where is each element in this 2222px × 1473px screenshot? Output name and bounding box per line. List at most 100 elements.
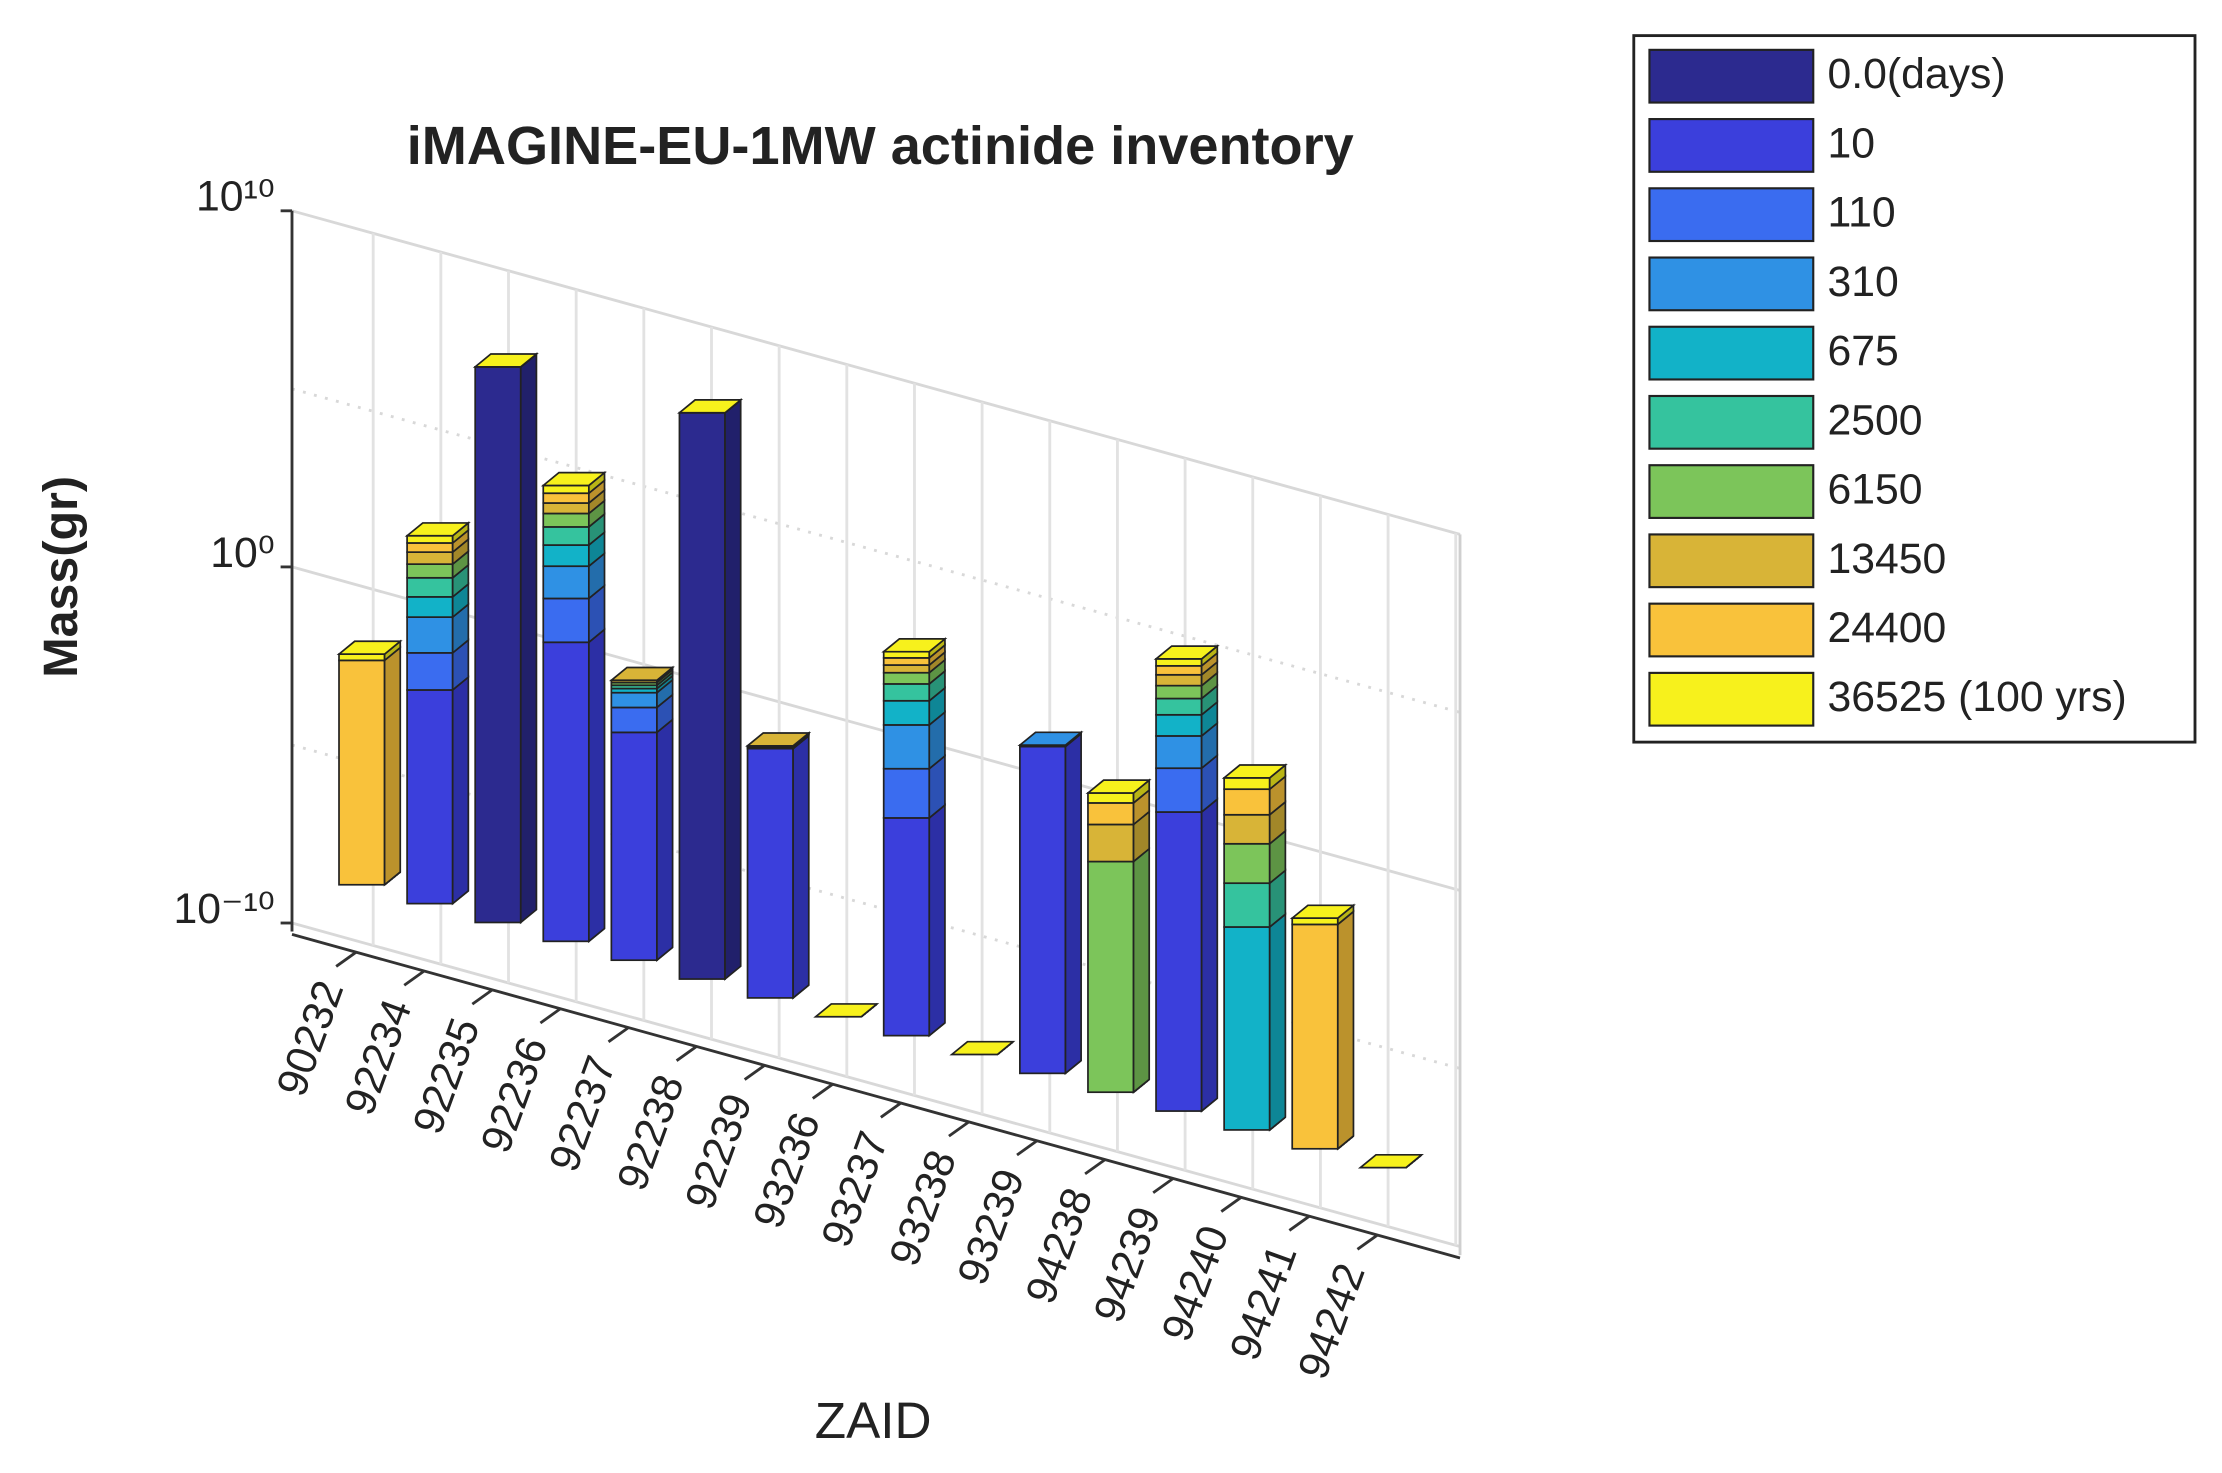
bar-top: [1153, 645, 1220, 660]
minor-grid-line: [291, 387, 1461, 714]
bar-top: [1017, 731, 1084, 746]
bar-top: [404, 522, 471, 537]
legend-label: 310: [1828, 258, 1899, 306]
bar-segment: [1155, 735, 1203, 770]
bar-segment-side: [1200, 797, 1219, 1113]
bar-segment: [882, 664, 931, 674]
x-tick-label: 90232: [268, 974, 354, 1102]
x-tick-label: 94241: [1221, 1238, 1307, 1366]
bar-segment: [1223, 788, 1271, 816]
x-tick: [471, 988, 494, 1006]
x-tick: [335, 951, 357, 968]
bar-segment: [1155, 664, 1203, 676]
bar-segment: [1291, 923, 1339, 1150]
bar-segment: [1223, 813, 1271, 845]
legend-swatch: [1648, 464, 1815, 519]
bar-segment-side: [519, 352, 538, 925]
bar-stack: [540, 470, 607, 944]
bar-top: [472, 353, 539, 368]
x-axis-title: ZAID: [815, 1392, 932, 1449]
legend-label: 24400: [1828, 604, 1947, 652]
bar-segment: [542, 597, 590, 644]
bar-stack: [1221, 763, 1288, 1132]
chart-title: iMAGINE-EU-1MW actinide inventory: [407, 116, 1354, 176]
x-tick: [1016, 1139, 1038, 1157]
legend-swatch: [1648, 671, 1815, 727]
x-tick: [539, 1007, 562, 1025]
bar-segment: [542, 484, 590, 495]
bar-top: [540, 471, 607, 487]
bar-segment: [1223, 926, 1271, 1131]
bar-segment: [1223, 882, 1271, 928]
bar-segment: [1155, 673, 1203, 687]
legend-label: 10: [1828, 119, 1876, 167]
legend-label: 110: [1828, 189, 1896, 237]
bar-segment-side: [724, 398, 742, 981]
bar-stack: [404, 521, 471, 906]
bar-segment: [542, 502, 590, 515]
bar-segment: [882, 699, 931, 726]
bar-segment: [406, 689, 454, 905]
bar-top: [677, 399, 744, 414]
bar-top: [745, 732, 812, 747]
bar-segment: [542, 544, 590, 568]
bar-segment: [406, 534, 454, 544]
bar-segment: [1155, 658, 1203, 667]
minor-grid-line: [291, 743, 1461, 1070]
bar-segment: [1155, 767, 1203, 813]
x-tick: [1220, 1196, 1243, 1213]
bar-segment: [406, 576, 454, 598]
x-tick-label: 93236: [744, 1106, 830, 1234]
bar-segment: [406, 563, 454, 579]
bar-stack: [1357, 1153, 1424, 1169]
bar-segment: [678, 411, 726, 980]
y-tick-label: 10⁰: [210, 529, 275, 577]
legend-label: 675: [1828, 327, 1899, 375]
bar-top: [1357, 1153, 1424, 1169]
x-tick-label: 92235: [404, 1012, 490, 1140]
x-tick: [743, 1064, 766, 1081]
bar-segment: [1223, 842, 1271, 885]
legend-swatch: [1648, 325, 1815, 381]
bar-stack: [881, 637, 948, 1038]
x-tick: [675, 1045, 698, 1062]
x-tick: [607, 1026, 630, 1044]
bar-stack: [949, 1040, 1016, 1056]
bar-segment-side: [383, 645, 402, 887]
bar-segment: [1087, 823, 1135, 863]
x-tick-label: 94242: [1289, 1257, 1375, 1385]
bar-segment: [1155, 697, 1203, 716]
bar-segment: [542, 492, 590, 504]
bar-top: [949, 1040, 1016, 1056]
bar-top: [1289, 904, 1356, 919]
bar-stack: [608, 665, 675, 962]
y-tick-label: 10⁻¹⁰: [173, 885, 274, 933]
legend-swatch: [1648, 187, 1815, 243]
y-tick-label: 10¹⁰: [196, 173, 275, 221]
legend-swatch: [1648, 394, 1815, 450]
bar-segment: [406, 551, 454, 566]
x-tick: [1356, 1233, 1379, 1251]
bar-segment-side: [451, 675, 470, 906]
x-tick-label: 92237: [540, 1050, 626, 1178]
bar-top: [1221, 764, 1288, 779]
bar-segment: [610, 706, 658, 734]
bar-segment: [1291, 917, 1339, 926]
bar-segment: [542, 526, 590, 546]
x-tick-label: 92236: [472, 1031, 558, 1159]
bar-stack: [813, 1003, 880, 1018]
bar-segment: [1087, 802, 1135, 826]
x-tick-label: 94240: [1153, 1220, 1239, 1348]
x-tick: [403, 969, 426, 987]
bar-stack: [1085, 778, 1152, 1095]
legend-swatch: [1648, 533, 1815, 589]
bar-segment-side: [1268, 912, 1287, 1132]
bar-segment: [406, 596, 454, 618]
bar-segment-side: [928, 803, 946, 1038]
bar-segment: [746, 747, 794, 999]
legend-label: 13450: [1828, 535, 1947, 583]
x-tick: [1084, 1158, 1106, 1176]
bar-segment: [542, 512, 590, 528]
